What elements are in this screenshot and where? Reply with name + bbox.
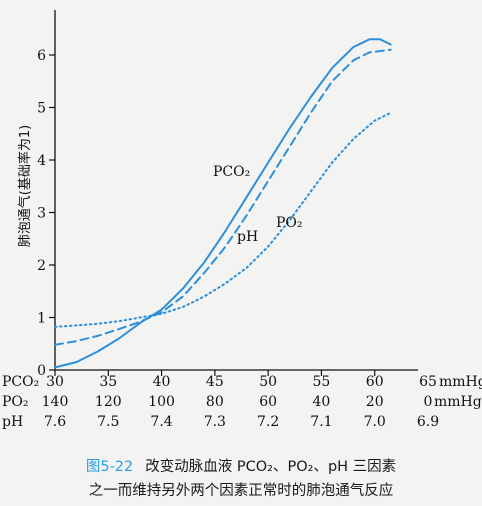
x-tick-label: 120 [94,394,122,410]
x-axis-unit: mmHg [439,374,482,390]
x-tick-label: 7.6 [43,414,67,430]
series-line-dotted [54,111,392,328]
x-row-name: PCO₂ [2,374,40,390]
series-label-solid: PCO₂ [213,164,250,180]
x-tick-label: 40 [312,394,331,410]
caption-line-2: 之一而维持另外两个因素正常时的肺泡通气反应 [88,483,394,499]
x-tick-label: 40 [152,374,171,390]
x-tick-label: 140 [41,394,69,410]
x-tick-label: 100 [148,394,175,410]
x-tick-label: 7.1 [310,414,333,430]
x-tick-label: 7.2 [257,414,280,430]
x-tick-label: 7.3 [203,414,226,430]
y-tick-label: 4 [37,153,46,169]
y-tick-label: 6 [37,48,46,64]
caption-line-1: 图5-22 改变动脉血液 PCO₂、PO₂、pH 三因素 [0,455,482,479]
caption-text-1: 改变动脉血液 PCO₂、PO₂、pH 三因素 [145,459,397,475]
x-tick-label: 45 [205,374,224,390]
y-tick-label: 0 [37,363,46,379]
series-line-solid [54,38,392,369]
y-tick-label: 3 [37,206,46,222]
x-tick-label: 7.0 [363,414,386,430]
x-tick-label: 60 [259,394,278,410]
x-tick-label: 35 [99,374,118,390]
chart-canvas: 0 1 2 3 4 5 6 PCO₂ pH PO₂ [37,10,418,379]
series-line-dashed [54,48,392,346]
x-tick-label: 7.5 [97,414,120,430]
y-tick-label: 2 [37,258,46,274]
x-tick-label: 55 [312,374,331,390]
x-row-name: pH [2,414,24,430]
y-tick-label: 1 [37,311,46,327]
x-tick-label: 60 [365,374,384,390]
x-tick-label: 20 [365,394,384,410]
x-tick-label: 7.4 [150,414,173,430]
figure-number: 图5-22 [85,459,134,475]
x-axis-unit: mmHg [434,394,482,410]
x-tick-label: 50 [259,374,278,390]
series-label-dashed: pH [237,229,258,245]
series-label-dotted: PO₂ [276,215,303,231]
figure-caption: 图5-22 改变动脉血液 PCO₂、PO₂、pH 三因素 之一而维持另外两个因素正… [0,455,482,503]
y-tick-label: 5 [37,101,46,117]
x-tick-label: 30 [46,374,64,390]
x-tick-label: 0 [423,394,433,410]
x-tick-label: 6.9 [416,414,440,430]
x-tick-label: 65 [419,374,437,390]
x-tick-label: 80 [205,394,224,410]
y-axis-label: 肺泡通气(基础率为1) [18,124,33,248]
x-row-name: PO₂ [2,394,29,410]
